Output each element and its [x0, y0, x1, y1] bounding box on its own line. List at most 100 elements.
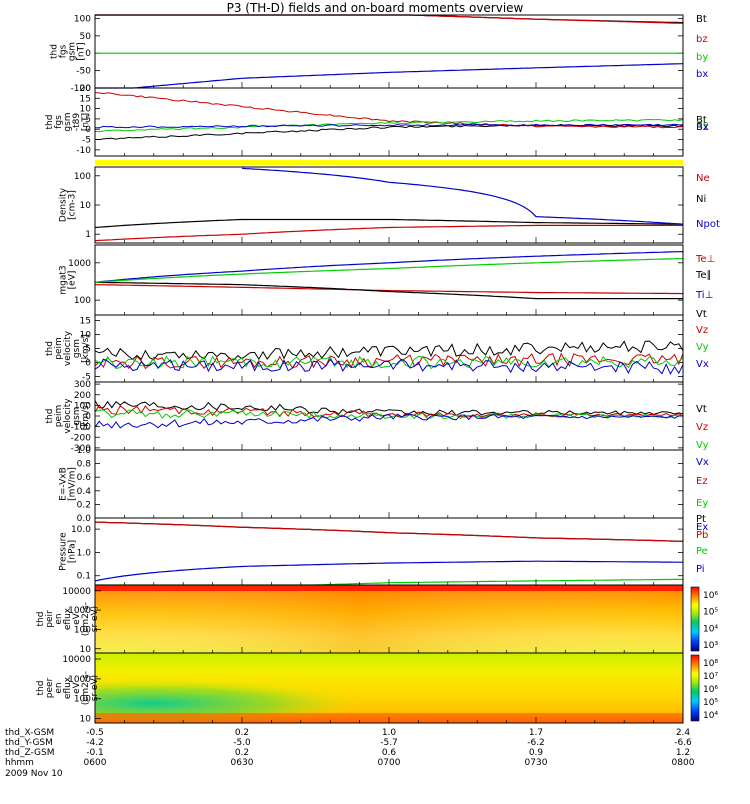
y-tick-label: 10000 — [62, 655, 91, 665]
y-tick-label: 10000 — [62, 587, 91, 597]
y-axis-label-line: Pressure — [59, 532, 69, 571]
series-line — [94, 560, 683, 582]
y-tick-label: 10.0 — [71, 525, 91, 535]
series-line — [94, 118, 684, 133]
series-line — [94, 258, 684, 283]
series-line — [95, 63, 684, 89]
legend-label: Bz — [696, 122, 708, 133]
x-axis-row-value: 0.2 — [235, 728, 249, 738]
y-axis-label-line: fgs — [54, 115, 64, 129]
y-axis-label-line: [nT] — [81, 113, 91, 131]
y-axis-label: thd peer en eflux eV (cm2-s-sr-eV) — [36, 671, 100, 705]
y-axis-label-line: peim — [54, 337, 64, 360]
colorbar-scale — [690, 654, 700, 722]
x-axis-row-value: -5.0 — [233, 738, 251, 748]
y-tick-label: -10 — [76, 146, 91, 156]
y-tick-label: -300 — [71, 444, 92, 454]
legend-label: Ti⊥ — [695, 290, 713, 301]
series-line — [95, 123, 683, 129]
legend-label: Vz — [696, 422, 708, 433]
y-axis-label-line: (cm2-s- — [81, 602, 91, 636]
colorbar-tick-label: 10⁷ — [703, 672, 718, 682]
y-tick-label: 1 — [85, 230, 91, 240]
legend-label: by — [696, 52, 708, 63]
series-line — [94, 352, 684, 370]
y-axis-label: thd peir en eflux eV (cm2-s-sr-eV) — [36, 602, 100, 636]
y-axis-label: E=-VxB [mV/m] — [59, 467, 78, 501]
colorbar-tick-label: 10⁶ — [703, 591, 718, 601]
y-tick-label: 5 — [85, 115, 91, 125]
x-axis-row-label: thd_Y-GSM — [5, 738, 53, 748]
colorbar-tick-label: 10⁴ — [703, 711, 718, 721]
series-line — [95, 284, 684, 295]
y-axis-label-line: velocity — [63, 330, 73, 366]
y-axis-label-line: fgs — [59, 44, 69, 58]
legend-label: Vy — [696, 440, 709, 451]
y-tick-label: 1.0 — [77, 446, 92, 456]
legend-label: Ni — [696, 194, 706, 205]
y-tick-label: 100 — [74, 625, 91, 635]
panel-frame — [94, 449, 684, 519]
y-tick-label: -100 — [71, 84, 92, 94]
x-axis-row-value: 2.4 — [676, 728, 691, 738]
series-line — [94, 92, 684, 129]
x-tick-label: 0630 — [231, 758, 254, 768]
y-tick-label: 100 — [74, 172, 91, 182]
panel-frame — [94, 14, 684, 89]
series-line — [94, 355, 684, 370]
x-axis-row-value: -4.2 — [86, 738, 104, 748]
y-tick-label: 100 — [74, 695, 91, 705]
colorbar-tick-label: 10⁴ — [703, 624, 718, 634]
series-line — [94, 251, 684, 283]
legend-label: bx — [696, 69, 708, 80]
y-tick-label: 100 — [74, 401, 91, 411]
x-axis-row-value: 1.0 — [382, 728, 397, 738]
y-axis-label-line: [eV] — [68, 271, 78, 290]
y-tick-label: 100 — [74, 296, 91, 306]
legend-label: Pb — [696, 530, 708, 541]
legend-label: Pe — [696, 546, 708, 557]
series-line — [94, 224, 683, 242]
legend-label: Te∥ — [695, 270, 712, 281]
y-axis-label-line: gsm — [63, 112, 73, 131]
panel-frame — [94, 244, 684, 316]
y-axis-label-line: [nT] — [77, 42, 87, 60]
y-axis-label-line: peir — [45, 610, 55, 628]
y-axis-label-line: eflux — [63, 676, 73, 699]
y-axis-label-line: gsm — [72, 339, 82, 358]
panel-3: Density [cm-3] — [59, 166, 684, 244]
y-axis-label-line: [mV/m] — [68, 467, 78, 501]
y-axis-label: Pressure [nPa] — [59, 532, 78, 571]
y-tick-label: -5 — [82, 136, 91, 146]
y-tick-label: 1000 — [68, 259, 91, 269]
x-axis-row-value: 0.6 — [382, 748, 397, 758]
x-axis-row-value: 1.7 — [529, 728, 543, 738]
legend-label: Npot — [696, 219, 720, 230]
chart-title: P3 (TH-D) fields and on-board moments ov… — [227, 1, 524, 15]
y-tick-label: 0.6 — [77, 473, 92, 483]
y-tick-label: 200 — [74, 391, 91, 401]
legend-label: Vy — [696, 342, 709, 353]
y-tick-label: 0 — [85, 358, 91, 368]
legend-label: Pi — [696, 564, 705, 575]
spectrogram-band — [95, 585, 683, 591]
y-axis-label: thd fgs gsm -t89 [nT] — [45, 112, 91, 131]
legend-label: Ez — [696, 476, 708, 487]
colorbar — [690, 586, 700, 652]
series-line — [95, 14, 684, 24]
y-tick-label: 1.0 — [77, 548, 92, 558]
y-axis-label-line: velocity — [63, 398, 73, 434]
x-axis-row-label: thd_Z-GSM — [5, 748, 54, 758]
y-tick-label: 10 — [80, 105, 92, 115]
legend-label: Vt — [696, 309, 707, 320]
y-axis-label-line: thd — [45, 115, 55, 130]
y-axis-label-line: sr-eV) — [90, 675, 100, 701]
y-axis-label-line: [nPa] — [68, 540, 78, 563]
y-axis-label-line: [cm-3] — [68, 190, 78, 220]
y-tick-label: 50 — [80, 32, 92, 42]
panel-4: mgat3 [eV] — [59, 244, 684, 316]
panel-1: thd fgs gsm [nT] — [50, 14, 684, 89]
y-axis-label: Density [cm-3] — [59, 187, 78, 222]
y-axis-label-line: gsm — [72, 406, 82, 425]
